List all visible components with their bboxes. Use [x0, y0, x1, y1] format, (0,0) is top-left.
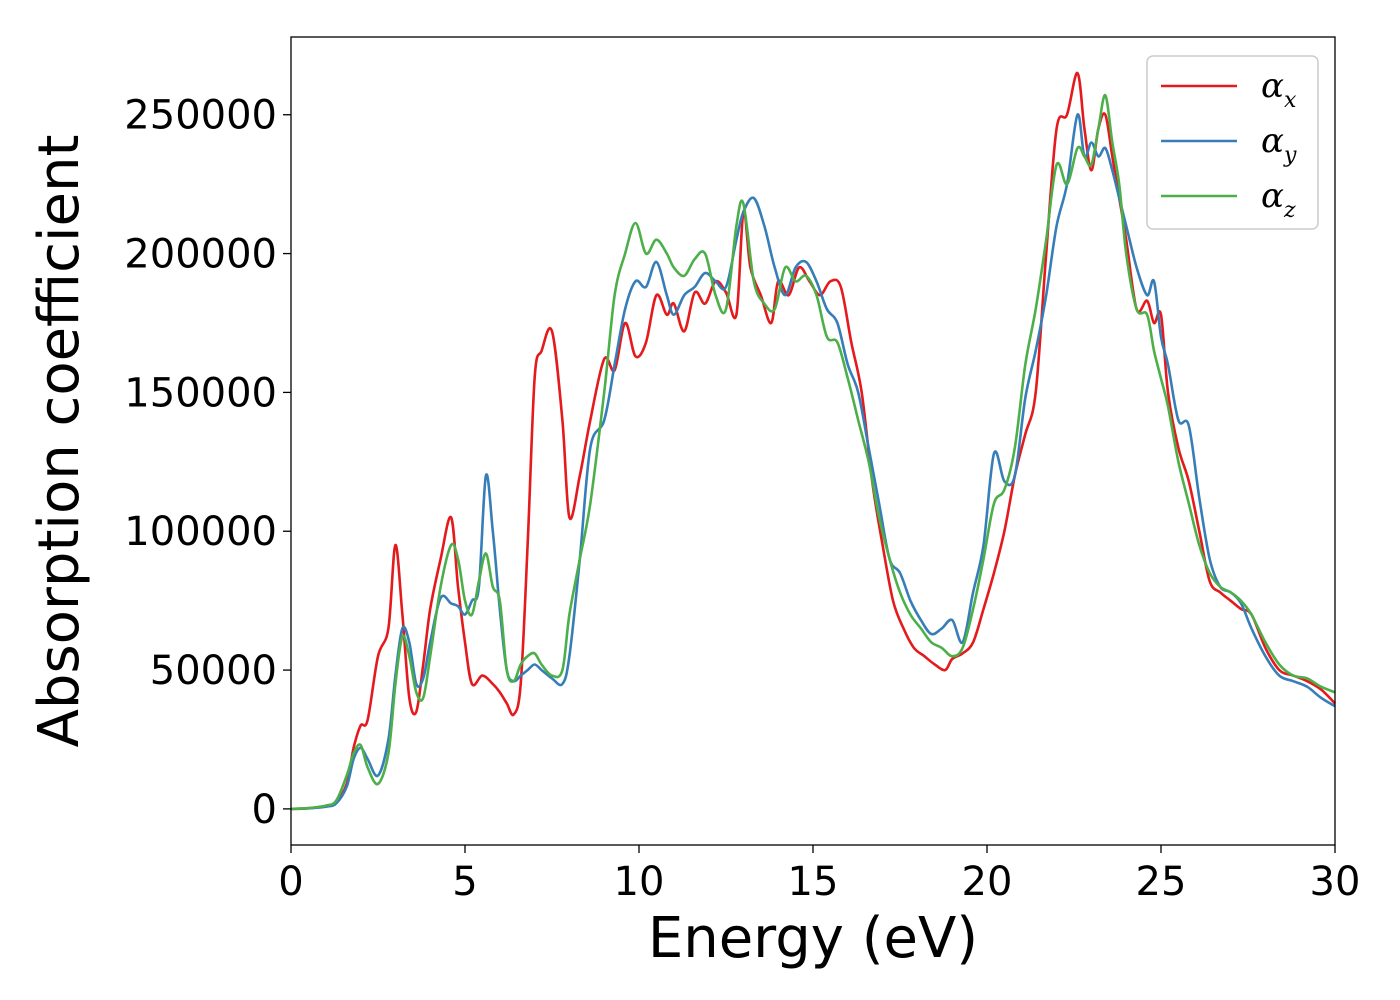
y-tick-group: 0 50000 100000 150000 200000 250000 — [124, 93, 291, 833]
x-tick-label: 20 — [962, 859, 1013, 905]
series-line-α-y — [290, 113, 1336, 811]
legend-label: αx — [1261, 66, 1297, 113]
y-tick-label: 0 — [252, 787, 277, 833]
y-tick-label: 50000 — [150, 648, 277, 694]
x-tick-label: 0 — [278, 859, 303, 905]
legend: αx αy αz — [1146, 55, 1319, 230]
x-tick-label: 25 — [1136, 859, 1187, 905]
y-tick-label: 150000 — [124, 370, 277, 416]
x-tick-label: 30 — [1310, 859, 1361, 905]
y-axis-label: Absorption coefficient — [27, 135, 92, 748]
x-tick-label: 15 — [788, 859, 839, 905]
x-tick-label: 5 — [452, 859, 477, 905]
series-group — [290, 71, 1336, 811]
legend-label: αz — [1261, 176, 1296, 223]
legend-label: αy — [1261, 121, 1297, 168]
plot-frame — [290, 36, 1336, 846]
y-tick-label: 200000 — [124, 232, 277, 278]
x-axis-label: Energy (eV) — [648, 906, 978, 971]
x-tick-group: 0 5 10 15 20 25 30 — [278, 845, 1360, 905]
y-tick-label: 100000 — [124, 509, 277, 555]
y-tick-label: 250000 — [124, 93, 277, 139]
legend-box — [1146, 55, 1319, 230]
series-line-α-z — [290, 93, 1336, 811]
x-tick-label: 10 — [614, 859, 665, 905]
